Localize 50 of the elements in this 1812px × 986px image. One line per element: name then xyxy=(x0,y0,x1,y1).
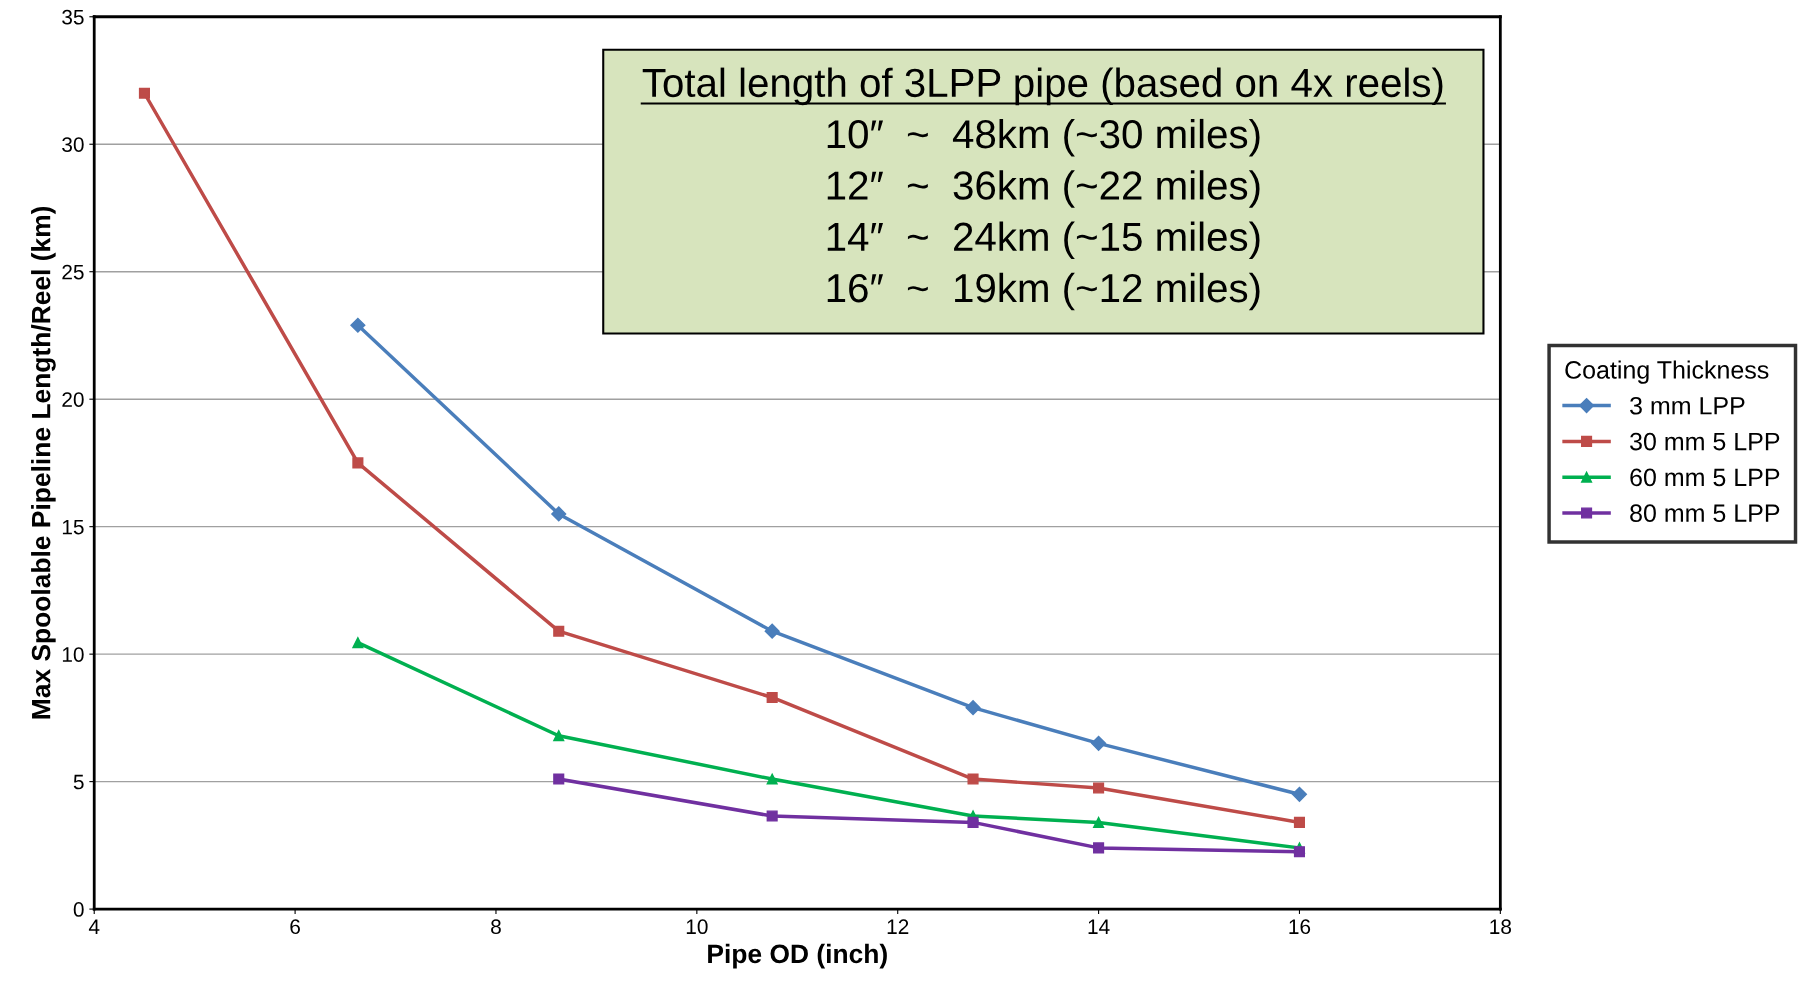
point xyxy=(350,317,366,333)
point xyxy=(764,623,780,639)
annotation: Total length of 3LPP pipe (based on 4x reels) xyxy=(642,67,1443,106)
point xyxy=(1093,816,1105,828)
point xyxy=(553,730,565,742)
legend-label: 30 mm 5 LPP xyxy=(1630,432,1780,451)
legend-title: Coating Thickness xyxy=(1565,360,1769,384)
point xyxy=(1093,842,1105,854)
point xyxy=(766,810,778,822)
point xyxy=(352,637,364,649)
point xyxy=(551,506,567,522)
legend-label: 60 mm 5 LPP xyxy=(1630,468,1780,487)
x-tick-label: 12 xyxy=(887,919,909,934)
y-tick-label: 15 xyxy=(62,519,84,535)
point xyxy=(967,773,979,785)
y-tick-label: 30 xyxy=(62,137,84,152)
point xyxy=(967,816,979,828)
x-tick-label: 14 xyxy=(1088,919,1110,934)
annotation: 10″ ~ 48km (~30 miles) xyxy=(827,118,1260,157)
point xyxy=(1293,816,1306,828)
point xyxy=(553,773,565,785)
annotation: 12″ ~ 36km (~22 miles) xyxy=(827,170,1260,208)
point xyxy=(766,773,778,785)
point xyxy=(766,691,778,704)
x-tick-label: 4 xyxy=(88,919,100,934)
x-tick-label: 16 xyxy=(1289,919,1311,935)
annotation: 16″ ~ 19km (~12 miles) xyxy=(827,272,1260,311)
point xyxy=(138,87,150,99)
y-axis-title: Max Spoolable Pipeline Length/Reel (km) xyxy=(31,206,56,719)
x-tick-label: 8 xyxy=(491,919,501,935)
annotation: 14″ ~ 24km (~15 miles) xyxy=(827,221,1260,260)
point xyxy=(553,625,565,637)
x-tick-label: 6 xyxy=(290,919,300,935)
y-tick-label: 0 xyxy=(73,902,84,917)
y-tick-label: 10 xyxy=(62,647,84,662)
y-tick-label: 35 xyxy=(62,9,84,25)
y-tick-label: 25 xyxy=(62,264,84,280)
y-tick-label: 20 xyxy=(62,392,84,407)
point xyxy=(1291,786,1308,802)
x-axis-title: Pipe OD (inch) xyxy=(708,943,887,969)
legend-label: 80 mm 5 LPP xyxy=(1630,504,1780,523)
y-tick-label: 5 xyxy=(73,774,84,790)
point xyxy=(965,700,981,716)
point xyxy=(1091,735,1107,751)
x-tick-label: 10 xyxy=(686,919,708,935)
point xyxy=(352,457,364,469)
legend-label: 3 mm LPP xyxy=(1630,396,1745,415)
x-tick-label: 18 xyxy=(1490,919,1512,935)
point xyxy=(1093,782,1105,794)
point xyxy=(1293,846,1306,858)
